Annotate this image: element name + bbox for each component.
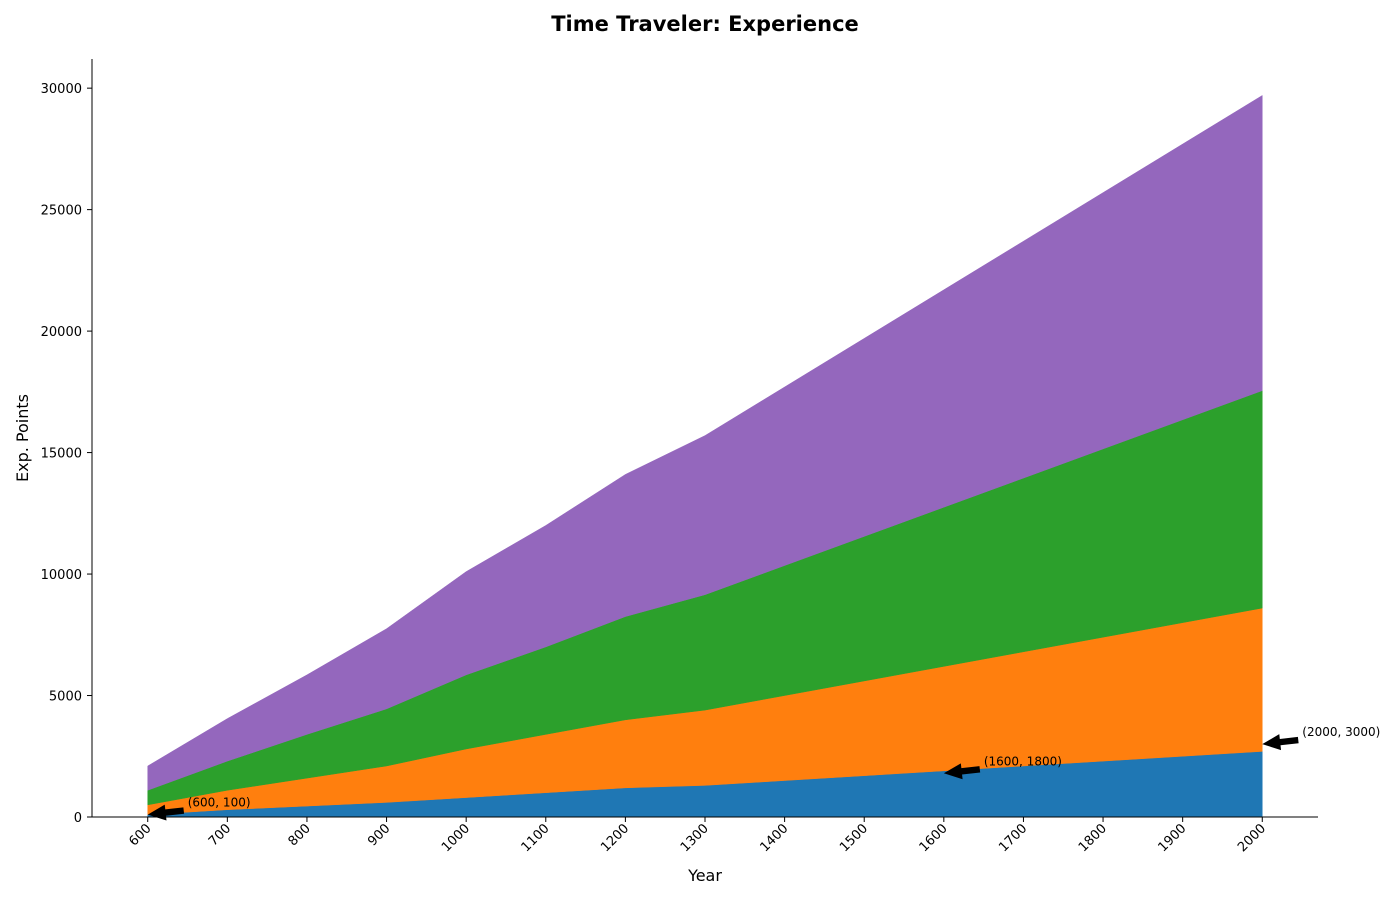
y-tick-label: 20000 [41, 325, 82, 340]
x-axis-label: Year [687, 866, 722, 885]
x-tick-label: 2000 [1235, 821, 1269, 855]
x-tick-label: 1300 [678, 821, 712, 855]
y-tick-label: 0 [74, 811, 82, 826]
y-tick-label: 15000 [41, 447, 82, 462]
x-tick-label: 800 [286, 821, 314, 849]
y-tick-label: 25000 [41, 204, 82, 219]
y-tick-label: 10000 [41, 568, 82, 583]
annotation-arrow [943, 763, 981, 780]
annotation-label: (1600, 1800) [984, 754, 1062, 768]
x-tick-label: 1700 [996, 821, 1030, 855]
x-tick-label: 1000 [439, 821, 473, 855]
x-tick-label: 1400 [757, 821, 791, 855]
chart-title: Time Traveler: Experience [551, 12, 859, 36]
x-tick-label: 1500 [837, 821, 871, 855]
annotation: (1600, 1800) [943, 754, 1062, 780]
annotation: (600, 100) [147, 796, 251, 821]
x-tick-label: 1900 [1155, 821, 1189, 855]
x-tick-label: 1600 [917, 821, 951, 855]
y-tick-label: 5000 [49, 690, 82, 705]
annotation-arrow [1262, 734, 1299, 751]
annotation: (2000, 3000) [1262, 725, 1380, 751]
area-layers [147, 94, 1263, 818]
annotations: (600, 100) (1600, 1800) (2000, 3000) [147, 725, 1380, 821]
x-tick-label: 1100 [519, 821, 553, 855]
x-tick-label: 600 [126, 821, 154, 849]
x-tick-label: 1800 [1076, 821, 1110, 855]
annotation-arrow [147, 804, 185, 821]
x-tick-label: 900 [365, 821, 393, 849]
y-axis-label: Exp. Points [13, 394, 32, 482]
x-tick-label: 700 [206, 821, 234, 849]
annotation-label: (600, 100) [188, 796, 251, 810]
annotation-label: (2000, 3000) [1302, 725, 1380, 739]
area-series-3 [147, 94, 1263, 791]
x-tick-label: 1200 [598, 821, 632, 855]
y-tick-label: 30000 [41, 82, 82, 97]
